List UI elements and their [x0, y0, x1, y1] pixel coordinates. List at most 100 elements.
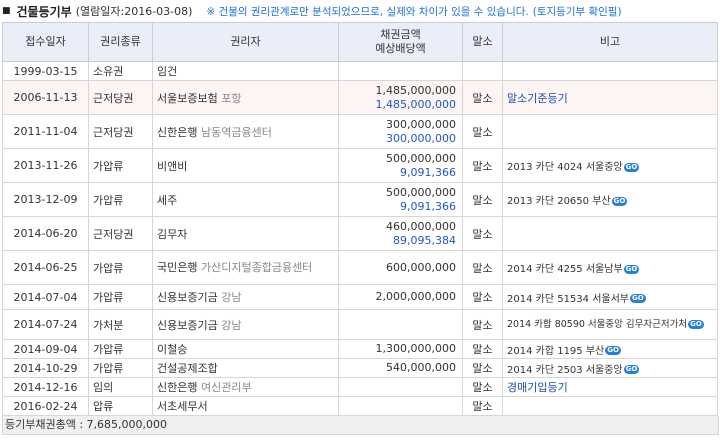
- disclaimer-note: ※ 건물의 권리관계로만 분석되었으므로, 실제와 차이가 있을 수 있습니다.: [206, 5, 529, 18]
- row-date: 2013-12-09: [2, 182, 89, 217]
- row-holder: 건설공제조합: [152, 358, 339, 378]
- claim-amount: 500,000,000: [386, 185, 456, 199]
- row-holder: 김무자: [152, 216, 339, 251]
- row-date: 2013-11-26: [2, 148, 89, 183]
- row-malso: [462, 61, 503, 81]
- row-type: 근저당권: [88, 216, 153, 251]
- row-amount: [338, 377, 463, 397]
- row-amount: [338, 61, 463, 81]
- row-remark: 2013 카단 20650 부산 GO: [502, 182, 718, 217]
- go-button[interactable]: GO: [623, 162, 640, 172]
- holder-name: 임건: [157, 65, 178, 78]
- row-holder: 세주: [152, 182, 339, 217]
- row-date: 2014-06-25: [2, 250, 89, 285]
- claim-amount: 460,000,000: [386, 219, 456, 233]
- row-type: 압류: [88, 396, 153, 416]
- expected-dividend: 89,095,384: [393, 233, 456, 247]
- row-holder: 비앤비: [152, 148, 339, 183]
- row-holder: 서초세무서: [152, 396, 339, 416]
- row-amount: 500,000,000 9,091,366: [338, 182, 463, 217]
- table-row: 2014-10-29 가압류 건설공제조합 540,000,000 말소 201…: [2, 358, 718, 378]
- holder-branch: 여신관리부: [200, 381, 252, 394]
- table-row: 2014-09-04 가압류 이철승 1,300,000,000 말소 2014…: [2, 339, 718, 359]
- row-amount: 600,000,000: [338, 250, 463, 285]
- case-number: 2014 카단 2503 서울중앙: [507, 364, 623, 376]
- view-date: (열람일자:2016-03-08): [75, 5, 193, 18]
- case-number: 2014 카합 1195 부산: [507, 345, 605, 357]
- col-receipt-date: 접수일자: [2, 22, 89, 62]
- row-remark: 2014 카단 2503 서울중앙 GO: [502, 358, 718, 378]
- case-number: 2014 카단 4255 서울남부: [507, 264, 623, 275]
- row-malso: 말소: [462, 148, 503, 183]
- row-remark: 2014 카단 51534 서울서부 GO: [502, 284, 718, 310]
- section-header: ■ 건물등기부 (열람일자:2016-03-08) ※ 건물의 권리관계로만 분…: [0, 0, 720, 22]
- table-row: 2013-11-26 가압류 비앤비 500,000,000 9,091,366 …: [2, 148, 718, 183]
- row-malso: 말소: [462, 250, 503, 285]
- col-amount: 채권금액 예상배당액: [338, 22, 463, 62]
- go-button[interactable]: GO: [605, 346, 621, 355]
- row-type: 근저당권: [88, 114, 153, 149]
- row-amount: [338, 309, 463, 340]
- row-date: 2014-06-20: [2, 216, 89, 251]
- go-button[interactable]: GO: [623, 264, 640, 274]
- go-button[interactable]: GO: [623, 365, 640, 374]
- expected-dividend: 1,485,000,000: [375, 97, 456, 111]
- row-date: 2014-07-24: [2, 309, 89, 340]
- row-type: 가압류: [88, 182, 153, 217]
- go-button[interactable]: GO: [611, 196, 628, 206]
- row-amount: 1,300,000,000: [338, 339, 463, 359]
- claim-amount: 1,485,000,000: [375, 83, 456, 97]
- row-date: 2014-10-29: [2, 358, 89, 378]
- row-date: 2006-11-13: [2, 80, 89, 115]
- table-row: 2016-02-24 압류 서초세무서 말소: [2, 396, 718, 416]
- bullet-icon: ■: [2, 6, 11, 16]
- go-button[interactable]: GO: [630, 294, 646, 303]
- table-row: 2014-06-25 가압류 국민은행 가산디지털종합금융센터 600,000,…: [2, 250, 718, 285]
- holder-name: 신용보증기금: [157, 318, 218, 332]
- row-malso: 말소: [462, 377, 503, 397]
- land-registry-link[interactable]: (토지등기부 확인필): [532, 5, 622, 18]
- row-holder: 이철승: [152, 339, 339, 359]
- row-holder: 신용보증기금 강남: [152, 309, 339, 340]
- total-claims: 등기부채권총액 : 7,685,000,000: [2, 416, 719, 435]
- table-row: 2014-06-20 근저당권 김무자 460,000,000 89,095,38…: [2, 216, 718, 251]
- row-malso: 말소: [462, 339, 503, 359]
- col-malso: 말소: [462, 22, 503, 62]
- row-type: 가압류: [88, 284, 153, 310]
- holder-name: 서울보증보험: [157, 91, 218, 105]
- col-amount-label: 채권금액: [380, 28, 421, 41]
- auction-registration-link[interactable]: 경매기입등기: [507, 381, 568, 394]
- row-remark: [502, 114, 718, 149]
- go-button[interactable]: GO: [688, 320, 704, 329]
- holder-branch: 남동역금융센터: [200, 125, 272, 139]
- row-malso: 말소: [462, 80, 503, 115]
- base-registration-link[interactable]: 말소기준등기: [507, 91, 568, 105]
- section-title: 건물등기부: [16, 4, 72, 19]
- table-header-row: 접수일자 권리종류 권리자 채권금액 예상배당액 말소 비고: [2, 22, 718, 62]
- row-date: 2014-09-04: [2, 339, 89, 359]
- col-holder: 권리자: [152, 22, 339, 62]
- row-holder: 신한은행 남동역금융센터: [152, 114, 339, 149]
- case-number: 2014 카단 51534 서울서부: [507, 293, 629, 305]
- row-date: 2014-12-16: [2, 377, 89, 397]
- table-row: 2014-07-24 가처분 신용보증기금 강남 말소 2014 카합 8059…: [2, 309, 718, 340]
- table-row: 2014-12-16 임의 신한은행 여신관리부 말소 경매기입등기: [2, 377, 718, 397]
- row-amount: 460,000,000 89,095,384: [338, 216, 463, 251]
- holder-name: 국민은행: [157, 260, 198, 274]
- holder-name: 이철승: [157, 343, 188, 356]
- holder-branch: 강남: [221, 291, 242, 304]
- row-type: 가처분: [88, 309, 153, 340]
- row-type: 임의: [88, 377, 153, 397]
- row-type: 소유권: [88, 61, 153, 81]
- row-type: 근저당권: [88, 80, 153, 115]
- table-row: 2006-11-13 근저당권 서울보증보험 포항 1,485,000,000 1…: [2, 80, 718, 115]
- row-malso: 말소: [462, 284, 503, 310]
- col-dividend-label: 예상배당액: [375, 42, 426, 55]
- holder-branch: 가산디지털종합금융센터: [200, 260, 313, 274]
- row-date: 1999-03-15: [2, 61, 89, 81]
- expected-dividend: 9,091,366: [400, 199, 456, 213]
- row-malso: 말소: [462, 358, 503, 378]
- holder-name: 서초세무서: [157, 400, 208, 413]
- holder-name: 건설공제조합: [157, 362, 218, 375]
- holder-name: 신용보증기금: [157, 291, 218, 304]
